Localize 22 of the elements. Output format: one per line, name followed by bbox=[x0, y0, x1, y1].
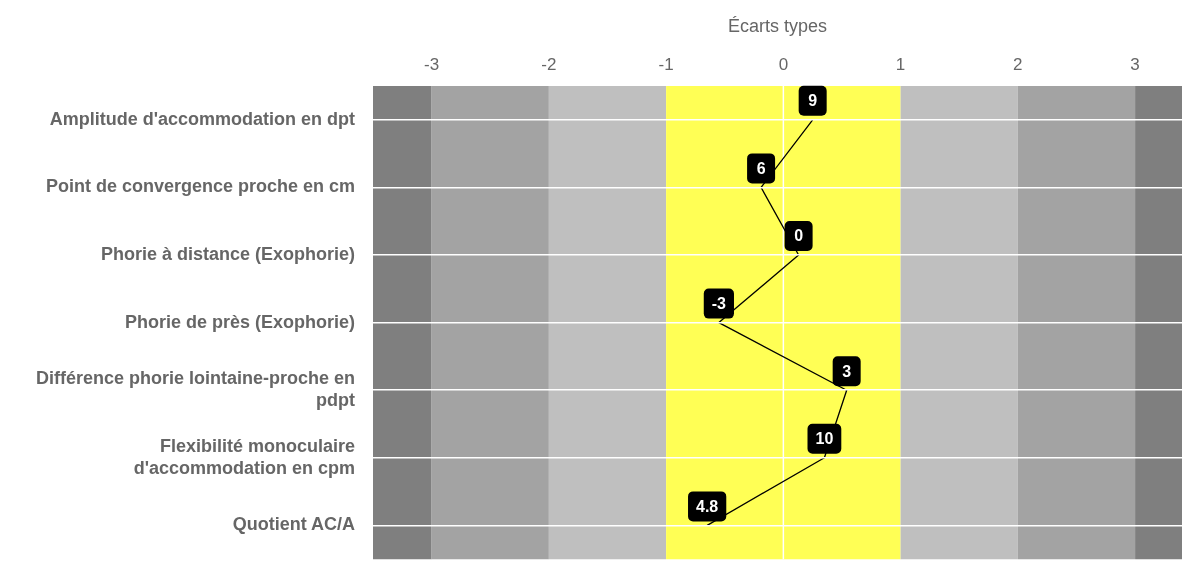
x-tick-label: 3 bbox=[1130, 55, 1140, 75]
y-tick-label: Quotient AC/A bbox=[232, 514, 355, 535]
annotation: 0 bbox=[794, 227, 804, 245]
y-tick-label: Phorie à distance (Exophorie) bbox=[100, 243, 355, 264]
annotation: -3 bbox=[711, 295, 727, 313]
annotation: 9 bbox=[808, 92, 818, 110]
x-tick-label: -1 bbox=[658, 55, 674, 75]
y-tick-label: Phorie de près (Exophorie) bbox=[124, 311, 355, 332]
y-tick-label: Amplitude d'accommodation en dpt bbox=[49, 108, 355, 129]
y-tick-label: Différence phorie lointaine-proche en pdpt bbox=[35, 368, 355, 410]
x-tick-label: -3 bbox=[424, 55, 440, 75]
y-tick-label: Flexibilité monoculaire d'accommodation en cpm bbox=[133, 435, 355, 478]
annotation: 3 bbox=[842, 362, 852, 380]
x-axis-title: Écarts types bbox=[727, 15, 828, 36]
y-tick-label: Point de convergence proche en cm bbox=[45, 176, 355, 197]
annotation: 6 bbox=[756, 159, 766, 177]
annotation: 10 bbox=[815, 430, 834, 448]
x-tick-label: -2 bbox=[541, 55, 557, 75]
x-tick-label: 2 bbox=[1013, 55, 1023, 75]
x-tick-label: 0 bbox=[778, 55, 789, 75]
x-tick-label: 1 bbox=[895, 55, 906, 75]
annotation: 4.8 bbox=[696, 497, 719, 515]
